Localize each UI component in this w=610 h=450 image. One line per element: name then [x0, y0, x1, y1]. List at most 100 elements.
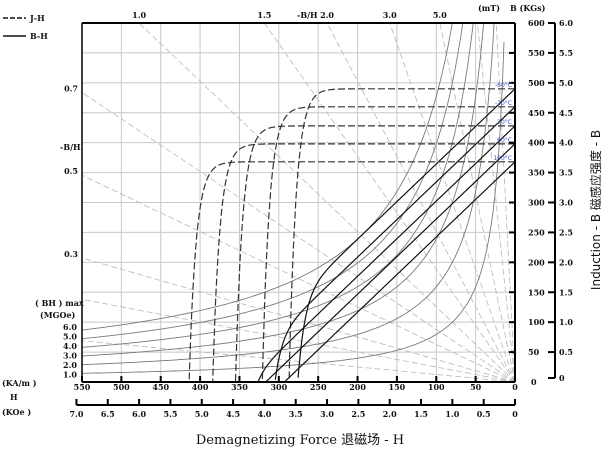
- x-tick-label: 450: [152, 382, 169, 392]
- temperature-label: -20°C: [495, 100, 512, 107]
- y-tick-label: 150: [528, 287, 545, 297]
- koe-tick-label: 1.5: [414, 409, 428, 419]
- y-axis-unit: (mT): [478, 3, 500, 13]
- koe-tick-label: 4.5: [226, 409, 240, 419]
- permeance-left-label: 0.7: [64, 84, 78, 94]
- x-axis-unit: (KA/m ): [2, 378, 37, 388]
- y-tick-label: 250: [528, 227, 545, 237]
- y-tick-label: 100: [528, 317, 545, 327]
- x-tick-label: 500: [113, 382, 130, 392]
- kgs-tick-label: 2.0: [559, 257, 573, 267]
- koe-tick-label: 1.0: [445, 409, 459, 419]
- kgs-tick-label: 5.5: [559, 48, 573, 58]
- bhmax-unit: (MGOe): [40, 310, 76, 320]
- bhmax-curve-6.0: [82, 23, 453, 331]
- x-tick-label: 550: [74, 382, 91, 392]
- kgs-tick-label: 0.5: [559, 347, 573, 357]
- x-tick-label: 400: [192, 382, 209, 392]
- bhmax-curve-2.0: [82, 23, 495, 366]
- bhmax-curves: [82, 23, 505, 374]
- legend-bh-label: B-H: [30, 31, 48, 41]
- koe-tick-label: 0: [512, 409, 518, 419]
- kgs-tick-label: 1.0: [559, 317, 573, 327]
- jh-curve-0: [288, 88, 515, 382]
- legend-jh-label: J-H: [29, 13, 45, 23]
- koe-tick-label: 6.5: [101, 409, 115, 419]
- jh-curve-2: [234, 125, 515, 382]
- permeance-line-5: [439, 23, 515, 382]
- bhmax-value-label: 4.0: [63, 341, 77, 351]
- y-tick-label: 200: [528, 257, 545, 267]
- permeance-top-label: 1.0: [132, 10, 146, 20]
- y-tick-label: 400: [528, 138, 545, 148]
- grid: [82, 23, 515, 382]
- bhmax-value-label: 5.0: [63, 332, 77, 342]
- bh-curve-1: [274, 106, 515, 380]
- x-axis-title: Demagnetizing Force 退磁场 - H: [196, 433, 404, 448]
- temperature-label: 100°C: [493, 155, 512, 162]
- bhmax-curve-5.0: [82, 23, 464, 340]
- koe-tick-label: 4.0: [257, 409, 271, 419]
- bh-curve-3: [265, 143, 515, 382]
- permeance-top-label: 2.0: [320, 10, 334, 20]
- x-tick-label: 50: [470, 382, 482, 392]
- y-tick-label: 500: [528, 78, 545, 88]
- koe-tick-label: 6.0: [132, 409, 146, 419]
- y-tick-label: 550: [528, 48, 545, 58]
- bh-curve-0: [297, 88, 515, 378]
- temperature-label: 60°C: [497, 137, 512, 144]
- jh-curve-4: [188, 161, 515, 382]
- koe-tick-label: 0.5: [477, 409, 491, 419]
- permeance-line-0.2: [82, 298, 515, 382]
- kgs-tick-label: 1.5: [559, 287, 573, 297]
- x-axis-label: H: [10, 392, 18, 402]
- permeance-line-0.7: [82, 92, 515, 382]
- permeance-line-0.3: [82, 257, 515, 382]
- bhmax-value-label: 6.0: [63, 322, 77, 332]
- kgs-tick-label: 3.5: [559, 168, 573, 178]
- bhmax-curve-4.0: [82, 23, 474, 348]
- permeance-line-10: [477, 23, 515, 382]
- kgs-tick-label: 5.0: [559, 78, 573, 88]
- y-tick-label: 0: [531, 377, 537, 387]
- koe-tick-label: 7.0: [69, 409, 83, 419]
- bhmax-value-label: 1.0: [63, 370, 77, 380]
- y-tick-label: 50: [528, 347, 540, 357]
- x-tick-label: 250: [310, 382, 327, 392]
- koe-tick-label: 3.0: [320, 409, 334, 419]
- permeance-left-label: 0.3: [64, 249, 78, 259]
- x-tick-label: 150: [389, 382, 406, 392]
- bhmax-value-label: 3.0: [63, 351, 77, 361]
- y-tick-label: 600: [528, 18, 545, 28]
- bh-curve-4: [284, 161, 515, 382]
- bhmax-curve-1.0: [82, 41, 505, 374]
- kgs-tick-label: 6.0: [559, 18, 573, 28]
- kgs-tick-label: 0: [559, 373, 565, 383]
- permeance-top-label: 5.0: [433, 10, 447, 20]
- bhmax-label: ( BH ) max: [35, 298, 84, 308]
- axes: [75, 22, 556, 406]
- bh-curve-2: [257, 125, 515, 382]
- permeance-left-label: 0.5: [64, 166, 78, 176]
- x-tick-label: 300: [270, 382, 287, 392]
- temperature-label: -60°C: [495, 82, 512, 89]
- x-tick-label: 100: [428, 382, 445, 392]
- permeance-label: -B/H: [297, 10, 318, 20]
- bhmax-curve-3.0: [82, 23, 485, 357]
- x-tick-label: 200: [349, 382, 366, 392]
- y-tick-label: 300: [528, 198, 545, 208]
- permeance-left-axis-label: -B/H: [60, 142, 81, 152]
- jh-curve-3: [212, 143, 515, 382]
- permeance-line-0.5: [82, 174, 515, 382]
- koe-tick-label: 2.0: [383, 409, 397, 419]
- y-tick-label: 450: [528, 108, 545, 118]
- x2-axis-unit: (KOe ): [2, 407, 31, 417]
- kgs-tick-label: 3.0: [559, 198, 573, 208]
- kgs-tick-label: 4.5: [559, 108, 573, 118]
- demag-curves: [188, 88, 515, 382]
- permeance-top-label: 3.0: [383, 10, 397, 20]
- temperature-label: 20°C: [497, 119, 512, 126]
- koe-tick-label: 2.5: [351, 409, 365, 419]
